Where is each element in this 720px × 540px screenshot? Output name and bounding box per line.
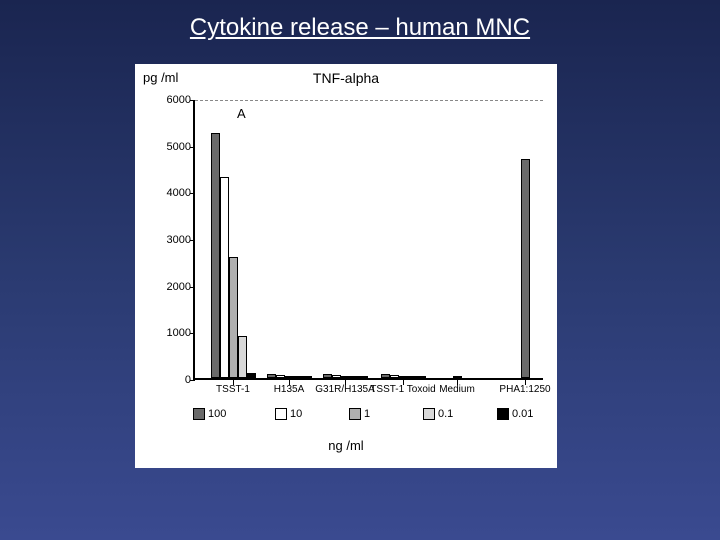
x-tick-label: G31R/H135A <box>315 384 374 395</box>
x-tick-label: Medium <box>439 384 475 395</box>
y-tick-mark <box>190 147 195 148</box>
x-tick-mark <box>403 380 404 385</box>
slide-title: Cytokine release – human MNC <box>0 0 720 42</box>
x-axis-label: ng /ml <box>135 438 557 453</box>
chart-panel: TNF-alpha pg /ml A 010002000300040005000… <box>135 64 557 468</box>
bar <box>323 374 332 378</box>
legend-item: 1 <box>349 408 370 420</box>
x-tick-label: H135A <box>274 384 305 395</box>
bar <box>285 376 294 378</box>
bar <box>332 375 341 378</box>
y-tick-mark <box>190 100 195 101</box>
y-tick-label: 6000 <box>151 94 191 106</box>
x-tick-mark <box>233 380 234 385</box>
bar <box>521 159 530 378</box>
legend-label: 0.1 <box>438 408 453 420</box>
bar <box>399 376 408 378</box>
legend-swatch <box>497 408 509 420</box>
gridline-top <box>195 100 543 101</box>
y-tick-mark <box>190 333 195 334</box>
bar <box>303 376 312 378</box>
y-tick-mark <box>190 240 195 241</box>
bar <box>453 376 462 378</box>
bar <box>294 376 303 378</box>
plot-area: A 0100020003000400050006000TSST-1H135AG3… <box>193 100 543 380</box>
legend-swatch <box>349 408 361 420</box>
bar <box>381 374 390 378</box>
legend-label: 0.01 <box>512 408 533 420</box>
y-tick-label: 2000 <box>151 281 191 293</box>
legend-swatch <box>423 408 435 420</box>
legend-label: 100 <box>208 408 226 420</box>
x-tick-label: PHA1:1250 <box>499 384 550 395</box>
y-tick-label: 4000 <box>151 187 191 199</box>
bar <box>417 376 426 378</box>
legend-label: 1 <box>364 408 370 420</box>
legend-swatch <box>275 408 287 420</box>
y-tick-label: 0 <box>151 374 191 386</box>
legend-item: 0.1 <box>423 408 453 420</box>
bar <box>408 376 417 378</box>
bar <box>359 376 368 378</box>
legend-swatch <box>193 408 205 420</box>
y-tick-mark <box>190 287 195 288</box>
legend: 100 10 1 0.1 0.01 <box>135 408 557 426</box>
y-tick-label: 3000 <box>151 234 191 246</box>
bar <box>276 375 285 378</box>
bar <box>238 336 247 378</box>
x-tick-mark <box>289 380 290 385</box>
panel-label: A <box>237 106 246 121</box>
bar <box>211 133 220 378</box>
x-tick-mark <box>457 380 458 385</box>
y-tick-label: 1000 <box>151 327 191 339</box>
bar <box>247 373 256 378</box>
bar <box>267 374 276 378</box>
legend-item: 10 <box>275 408 302 420</box>
x-tick-mark <box>525 380 526 385</box>
bar <box>341 376 350 378</box>
y-tick-label: 5000 <box>151 141 191 153</box>
bar <box>390 375 399 378</box>
bar <box>350 376 359 378</box>
bar <box>220 177 229 378</box>
y-axis-label: pg /ml <box>143 70 178 85</box>
legend-item: 0.01 <box>497 408 533 420</box>
bar <box>229 257 238 378</box>
y-tick-mark <box>190 193 195 194</box>
legend-label: 10 <box>290 408 302 420</box>
chart-title: TNF-alpha <box>135 70 557 86</box>
y-tick-mark <box>190 380 195 381</box>
legend-item: 100 <box>193 408 226 420</box>
x-tick-label: TSST-1 <box>216 384 250 395</box>
x-tick-label: TSST-1 Toxoid <box>370 384 435 395</box>
x-tick-mark <box>345 380 346 385</box>
